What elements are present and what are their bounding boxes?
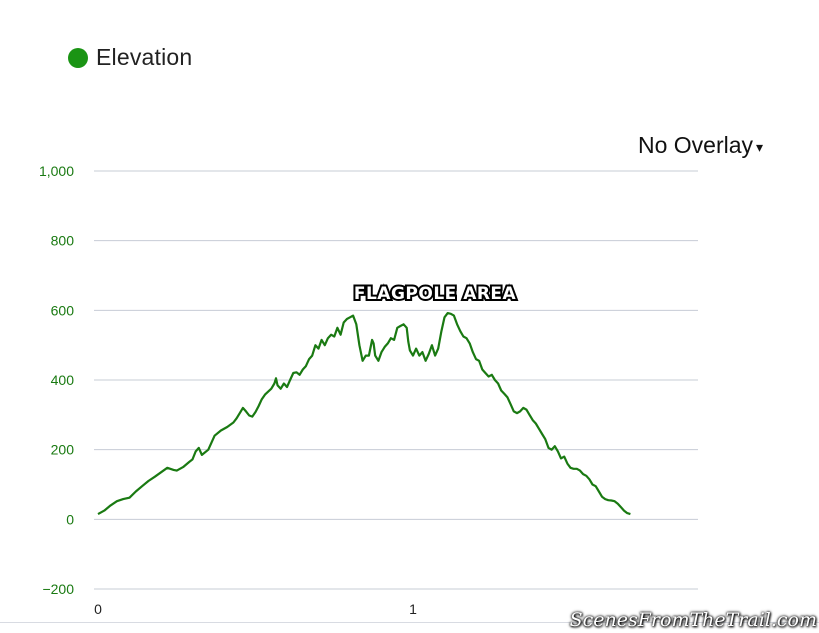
caret-down-icon: ▾ <box>756 139 764 155</box>
y-axis-ticks: 1,000 800 600 400 200 0 −200 <box>39 163 74 597</box>
y-tick-label: 400 <box>51 372 75 388</box>
y-tick-label: 0 <box>66 511 74 527</box>
legend-label: Elevation <box>96 44 193 70</box>
watermark: ScenesFromTheTrail.com <box>569 609 817 631</box>
y-tick-label: −200 <box>42 581 74 597</box>
x-tick-label: 1 <box>409 601 417 617</box>
x-tick-label: 0 <box>94 601 102 617</box>
chart-bottom-border <box>0 622 819 623</box>
elevation-series-line <box>97 312 631 516</box>
grid-lines <box>94 170 698 590</box>
overlay-dropdown-label: No Overlay <box>638 132 754 158</box>
y-tick-label: 800 <box>51 233 75 249</box>
legend-dot-icon <box>68 47 88 68</box>
overlay-dropdown[interactable]: No Overlay ▾ <box>638 132 763 159</box>
y-tick-label: 200 <box>51 442 75 458</box>
flagpole-area-annotation: FLAGPOLE AREA <box>354 284 517 304</box>
y-tick-label: 1,000 <box>39 163 74 179</box>
y-tick-label: 600 <box>51 302 75 318</box>
legend[interactable]: Elevation <box>68 44 192 71</box>
